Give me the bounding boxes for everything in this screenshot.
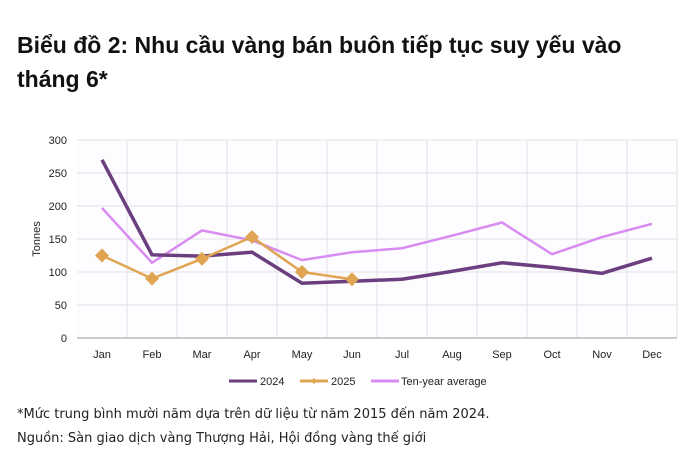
x-tick-label: Dec <box>642 349 662 361</box>
series-line-2025 <box>101 235 353 281</box>
y-tick-label: 0 <box>61 333 67 345</box>
x-tick-label: Sep <box>492 349 512 361</box>
series-line-2024 <box>100 158 653 285</box>
footnote-note: *Mức trung bình mười năm dựa trên dữ liệ… <box>17 407 490 422</box>
x-tick-label: Jun <box>343 349 361 361</box>
x-tick-label: Jan <box>93 349 111 361</box>
x-tick-label: May <box>292 349 313 361</box>
footnote-source: Nguồn: Sàn giao dịch vàng Thượng Hải, Hộ… <box>17 431 427 446</box>
y-axis-label: Tonnes <box>31 221 43 257</box>
x-tick-label: Feb <box>143 349 162 361</box>
y-tick-label: 150 <box>49 234 67 246</box>
diamond-marker <box>145 271 159 286</box>
chart-title: Biểu đồ 2: Nhu cầu vàng bán buôn tiếp tụ… <box>17 32 622 92</box>
x-tick-label: Apr <box>243 349 260 361</box>
diamond-marker <box>195 251 209 266</box>
footnote: *Mức trung bình mười năm dựa trên dữ liệ… <box>17 403 489 451</box>
y-tick-label: 100 <box>49 267 67 279</box>
x-tick-label: Aug <box>442 349 462 361</box>
line-chart: 0 50 100 150 200 250 300 Jan Feb Mar Apr May Jun Jul A… <box>0 125 689 400</box>
x-tick-label: Oct <box>543 349 560 361</box>
x-tick-label: Nov <box>592 349 612 361</box>
y-tick-label: 50 <box>55 300 67 312</box>
diamond-marker <box>295 265 309 279</box>
series-line-ten-year-average <box>101 207 653 265</box>
diamond-marker <box>95 248 109 263</box>
legend-label: 2025 <box>331 376 355 388</box>
legend-diamond-icon <box>311 378 317 384</box>
y-tick-label: 300 <box>49 135 67 147</box>
legend-label: Ten-year average <box>401 376 487 388</box>
diamond-marker <box>245 230 259 245</box>
y-tick-label: 200 <box>49 201 67 213</box>
legend-label: 2024 <box>260 376 284 388</box>
x-tick-label: Mar <box>193 349 212 361</box>
y-tick-label: 250 <box>49 168 67 180</box>
diamond-marker <box>345 272 359 287</box>
x-tick-label: Jul <box>395 349 409 361</box>
